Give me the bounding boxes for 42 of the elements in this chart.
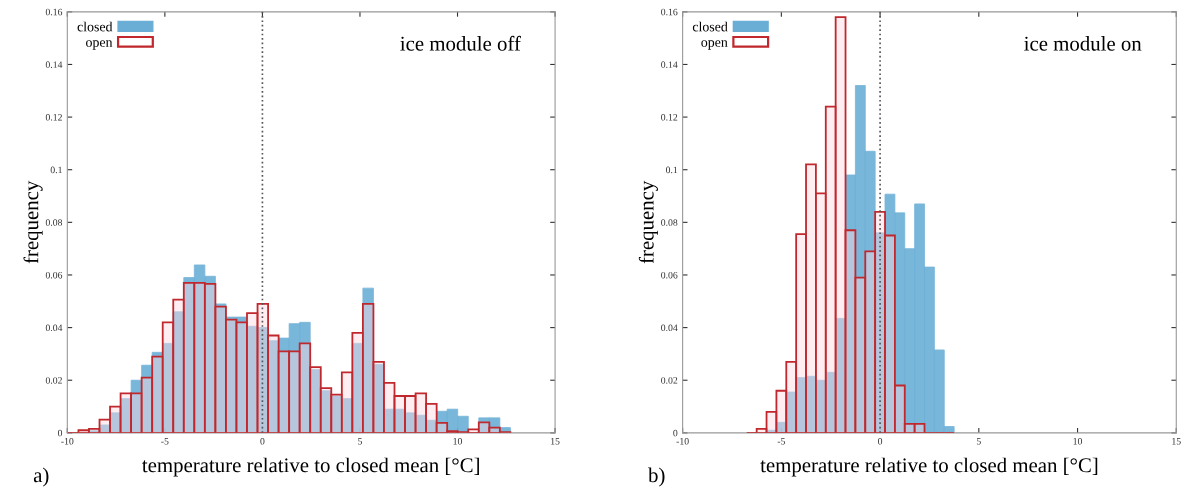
x-tick-label: 0 — [878, 438, 883, 445]
x-tick-label: -5 — [777, 438, 786, 445]
y-tick-label: 0.04 — [661, 324, 678, 332]
text: b) — [648, 467, 665, 487]
x-tick-label: 15 — [1172, 438, 1181, 445]
y-tick-label: 0.06 — [661, 271, 678, 279]
x-axis-title: temperature relative to closed mean [°C] — [142, 457, 479, 477]
x-tick-label: 15 — [551, 438, 560, 445]
y-tick-label: 0.06 — [45, 271, 63, 279]
y-tick-label: 0.04 — [45, 324, 63, 332]
y-axis-title: frequency — [23, 180, 43, 264]
x-tick-label: -10 — [61, 438, 74, 445]
y-tick-label: 0.1 — [50, 166, 62, 174]
y-tick-label: 0.14 — [661, 61, 678, 68]
x-tick-label: 10 — [1073, 438, 1083, 445]
x-tick-label: -5 — [161, 438, 169, 445]
y-tick-label: 0.02 — [45, 377, 62, 384]
y-tick-label: 0 — [673, 429, 678, 437]
x-tick-label: 5 — [976, 438, 981, 445]
y-tick-label: 0.02 — [661, 377, 678, 384]
x-tick-label: 10 — [453, 438, 463, 445]
legend-label: open — [86, 40, 113, 50]
annotation: ice module on — [1024, 36, 1142, 51]
legend-label: open — [701, 40, 728, 50]
legend-label: closed — [77, 21, 113, 32]
y-tick-label: 0.12 — [45, 114, 62, 121]
x-tick-label: 0 — [260, 438, 265, 445]
y-tick-label: 0.16 — [661, 8, 678, 16]
y-tick-label: 0.16 — [45, 8, 63, 16]
y-tick-label: 0.08 — [661, 219, 678, 226]
y-tick-label: 0.1 — [665, 166, 678, 174]
x-tick-label: -10 — [676, 438, 689, 445]
y-tick-label: 0.08 — [45, 219, 63, 226]
y-tick-label: 0.12 — [661, 114, 678, 121]
x-tick-label: 5 — [358, 438, 363, 445]
x-axis-title: temperature relative to closed mean [°C] — [760, 457, 1098, 477]
y-tick-label: 0 — [57, 429, 63, 437]
legend-label: closed — [692, 21, 728, 32]
annotation: ice module off — [400, 35, 521, 51]
y-tick-label: 0.14 — [45, 61, 63, 68]
text: a) — [33, 467, 49, 487]
y-axis-title: frequency — [638, 180, 658, 264]
